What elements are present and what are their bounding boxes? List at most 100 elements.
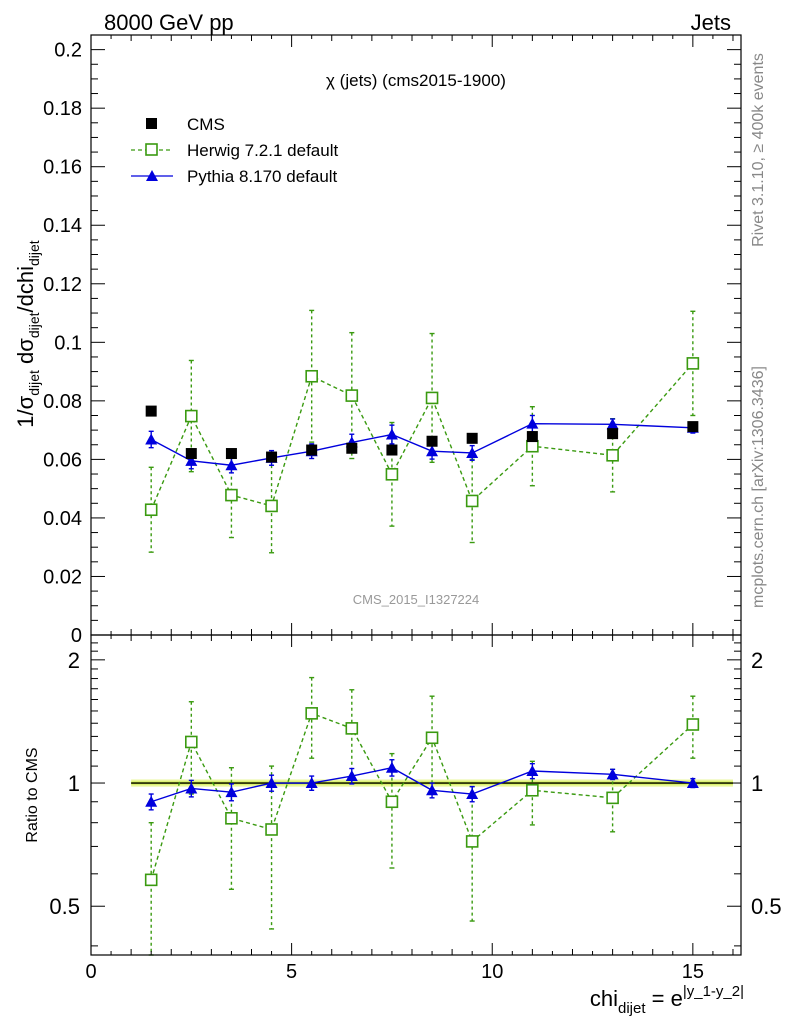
y-ratio-tick-label-right-2: 2: [751, 648, 763, 673]
main-herwig-point-7: [425, 391, 439, 405]
main-herwig-line: [150, 362, 694, 511]
y-main-tick-label-5: 0.1: [54, 332, 82, 354]
header-right: Jets: [691, 10, 731, 35]
main-pythia-point-7: [426, 445, 439, 457]
main-herwig-point-6: [385, 468, 399, 481]
ratio-pythia-point-5: [345, 770, 358, 782]
ratio-herwig-point-0: [144, 873, 158, 887]
y-ratio-tick-label-right-0: 0.5: [751, 894, 782, 919]
cms-point-7: [426, 435, 438, 447]
y-main-tick-label-10: 0.2: [54, 40, 82, 62]
x-tick-label-0: 0: [85, 961, 96, 983]
header-left: 8000 GeV pp: [104, 10, 234, 35]
axes: 0 5 10 15 0 0.02 0.04 0.06 0.08 0.1 0.12 0.14 0.16 0.…: [43, 34, 782, 983]
ratio-herwig-point-1: [185, 735, 198, 749]
legend-marker-pythia: [146, 170, 158, 181]
main-herwig-point-8: [465, 494, 479, 508]
ratio-pythia-line: [150, 766, 693, 803]
ratio-pythia-point-11: [686, 777, 699, 789]
ratio-pythia-point-10: [606, 768, 619, 780]
legend: CMS Herwig 7.2.1 default Pythia 8.170 de…: [131, 115, 338, 186]
svg-text:1/σdijet dσdijet/dchidijet: 1/σdijet dσdijet/dchidijet: [13, 240, 42, 428]
y-ratio-tick-label-right-1: 1: [751, 771, 763, 796]
y-main-tick-label-7: 0.14: [43, 215, 82, 237]
cms-point-6: [386, 444, 398, 456]
y-axis-title-main: 1/σdijet dσdijet/dchidijet: [13, 240, 42, 428]
main-herwig-point-0: [144, 503, 158, 517]
main-pythia-point-6: [385, 428, 398, 440]
main-herwig-point-3: [265, 499, 278, 513]
ratio-pythia-point-0: [145, 795, 158, 807]
ratio-pythia-point-6: [385, 761, 398, 773]
ratio-herwig-point-4: [305, 707, 318, 720]
legend-label-pythia: Pythia 8.170 default: [187, 167, 338, 186]
y-main-tick-label-6: 0.12: [43, 274, 82, 296]
ratio-pythia-point-8: [466, 788, 479, 800]
cms-point-8: [466, 432, 478, 444]
y-main-tick-label-4: 0.08: [43, 391, 82, 413]
x-tick-label-3: 15: [682, 961, 704, 983]
main-herwig-point-2: [225, 488, 238, 502]
main-pythia-point-1: [185, 454, 198, 466]
main-pythia-point-2: [225, 459, 238, 471]
main-pythia-point-9: [526, 417, 539, 429]
x-tick-label-2: 10: [481, 961, 503, 983]
ratio-herwig-point-2: [225, 812, 238, 825]
ratio-frame: [90, 634, 742, 956]
main-pythia-point-10: [606, 418, 619, 430]
main-herwig-point-10: [606, 448, 619, 462]
main-herwig-point-9: [526, 439, 539, 453]
y-axis-title-ratio: Ratio to CMS: [24, 747, 41, 842]
ratio-pythia-point-7: [426, 784, 439, 796]
ratio-herwig-point-6: [385, 795, 399, 809]
y-main-tick-label-0: 0: [71, 625, 82, 647]
y-main-tick-label-9: 0.18: [43, 98, 82, 120]
ratio-herwig-point-10: [606, 791, 619, 805]
ratio-herwig-point-8: [465, 835, 479, 848]
ratio-plot: [131, 676, 733, 956]
chart-title: χ (jets) (cms2015-1900): [326, 71, 506, 90]
cms-point-3: [266, 451, 278, 463]
cms-point-11: [687, 421, 699, 433]
ratio-pythia-point-4: [305, 777, 318, 789]
ratio-pythia-point-3: [265, 777, 278, 789]
main-pythia-line: [150, 422, 693, 466]
cms-point-0: [145, 405, 157, 417]
y-main-tick-label-3: 0.06: [43, 449, 82, 471]
ratio-pythia-point-9: [526, 765, 539, 777]
ratio-herwig-point-7: [425, 731, 439, 745]
cms-point-2: [225, 448, 237, 460]
ratio-pythia-point-2: [225, 786, 238, 798]
y-ratio-tick-label-left-1: 1: [68, 771, 80, 796]
ratio-herwig-point-9: [526, 783, 539, 797]
ratio-herwig-point-11: [686, 718, 700, 731]
mcplots-label: mcplots.cern.ch [arXiv:1306.3436]: [750, 366, 767, 608]
main-herwig-point-1: [185, 409, 198, 423]
ratio-herwig-line: [150, 712, 694, 881]
main-pythia-point-0: [145, 433, 158, 445]
legend-marker-herwig: [145, 143, 158, 156]
y-main-tick-label-8: 0.16: [43, 157, 82, 179]
legend-marker-cms: [146, 118, 157, 129]
ratio-herwig-point-3: [265, 823, 278, 836]
ratio-pythia-point-1: [185, 782, 198, 794]
main-herwig-point-11: [686, 357, 700, 370]
x-axis-title: chidijet = e|y_1-y_2|: [590, 983, 744, 1017]
y-main-tick-label-2: 0.04: [43, 508, 82, 530]
cms-point-9: [526, 431, 538, 443]
main-herwig-point-5: [345, 389, 359, 402]
y-ratio-tick-label-left-2: 2: [68, 648, 80, 673]
ratio-herwig-point-5: [345, 722, 359, 735]
main-pythia-point-8: [466, 446, 479, 458]
cms-point-1: [185, 448, 197, 460]
x-tick-label-1: 5: [286, 961, 297, 983]
y-main-tick-label-1: 0.02: [43, 566, 82, 588]
main-plot: [144, 309, 700, 554]
y-ratio-tick-label-left-0: 0.5: [49, 894, 80, 919]
legend-label-herwig: Herwig 7.2.1 default: [187, 141, 338, 160]
analysis-watermark: CMS_2015_I1327224: [353, 592, 480, 607]
cms-point-5: [346, 442, 358, 454]
legend-label-cms: CMS: [187, 115, 225, 134]
rivet-label: Rivet 3.1.10, ≥ 400k events: [750, 53, 767, 247]
